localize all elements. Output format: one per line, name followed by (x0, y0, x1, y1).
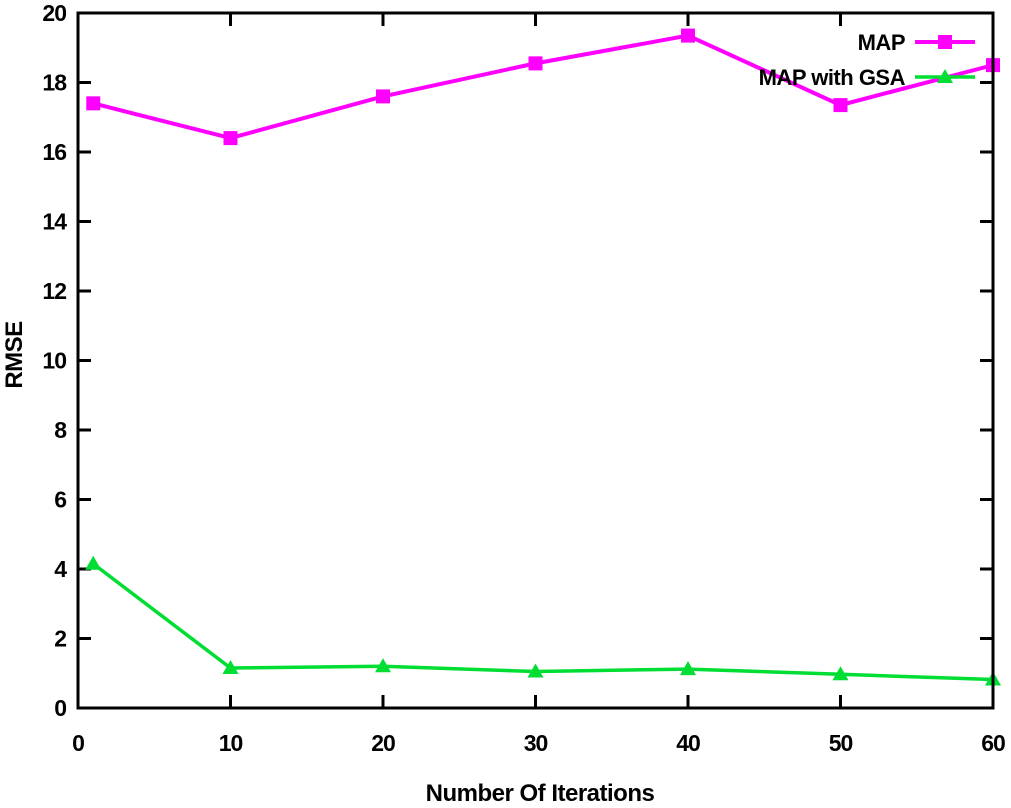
y-axis-title: RMSE (1, 321, 28, 389)
x-axis-title: Number Of Iterations (426, 780, 655, 807)
y-ticks (78, 11, 993, 710)
triangle-marker (527, 663, 544, 678)
triangle-marker (832, 666, 849, 681)
x-tick-label: 50 (829, 730, 853, 756)
triangle-marker (85, 555, 102, 570)
legend: MAP MAP with GSA (759, 30, 975, 90)
y-tick-label: 20 (42, 0, 66, 26)
legend-entry: MAP (858, 30, 975, 55)
legend-entry: MAP with GSA (759, 65, 975, 90)
x-tick-label: 10 (219, 730, 243, 756)
y-tick-label: 10 (42, 348, 66, 374)
y-tick-label: 8 (54, 417, 67, 443)
legend-square-marker (938, 35, 952, 49)
y-tick-label: 12 (42, 278, 66, 304)
square-marker (833, 98, 848, 113)
square-marker (86, 96, 101, 111)
square-marker (528, 56, 543, 71)
triangle-marker (375, 658, 391, 673)
x-tick-label: 0 (72, 730, 84, 756)
x-tick-labels: 0 10 20 30 40 50 60 (72, 730, 1006, 756)
triangle-marker (680, 661, 696, 676)
square-marker (223, 131, 238, 146)
legend-triangle-marker (937, 69, 953, 83)
y-tick-label: 4 (54, 556, 67, 582)
y-tick-label: 6 (54, 487, 66, 513)
square-marker (376, 89, 390, 104)
y-tick-label: 16 (42, 139, 66, 165)
x-tick-label: 60 (981, 730, 1005, 756)
y-tick-label: 14 (42, 209, 67, 235)
series-map-with-gsa (85, 555, 1001, 686)
legend-label: MAP with GSA (759, 65, 906, 90)
x-tick-label: 40 (676, 730, 700, 756)
x-tick-label: 30 (524, 730, 548, 756)
series-map (86, 28, 1000, 146)
y-tick-label: 18 (42, 70, 67, 96)
plot-border (76, 11, 995, 710)
y-tick-labels: 0 2 4 6 8 10 12 14 16 18 20 (42, 0, 68, 721)
x-tick-label: 20 (371, 730, 395, 756)
y-tick-label: 2 (54, 626, 66, 652)
legend-label: MAP (858, 30, 905, 55)
y-tick-label: 0 (54, 695, 66, 721)
square-marker (681, 28, 695, 43)
triangle-marker (222, 660, 239, 675)
